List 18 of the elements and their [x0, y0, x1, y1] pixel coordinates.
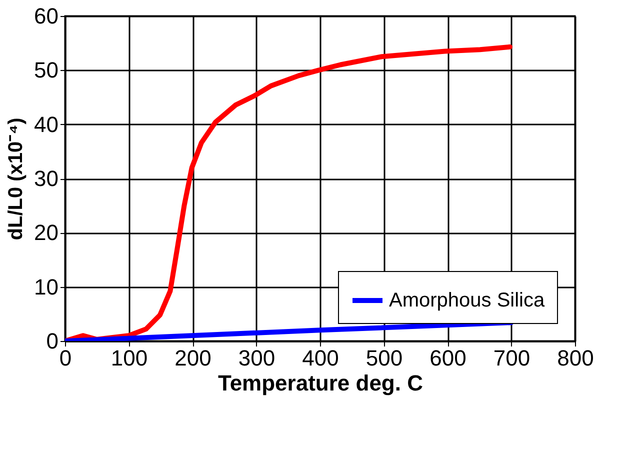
y-axis-title: dL/L0 (x10⁻⁴): [5, 118, 28, 240]
y-tick-label: 0: [46, 328, 58, 354]
x-tick-label: 500: [366, 346, 403, 370]
y-tick-label: 10: [34, 274, 58, 300]
legend-label: Amorphous Silica: [389, 290, 546, 312]
y-tick-label: 20: [34, 220, 58, 246]
x-tick-label: 400: [302, 346, 339, 370]
y-tick-label: 40: [34, 112, 58, 137]
x-tick-label: 200: [174, 346, 212, 370]
x-tick-label: 700: [493, 346, 530, 370]
x-tick-label: 800: [557, 346, 594, 370]
x-tick-label: 100: [110, 346, 148, 370]
x-axis-title: Temperature deg. C: [218, 370, 424, 396]
y-tick-label: 50: [34, 58, 58, 83]
x-tick-label: 300: [238, 346, 276, 370]
y-tick-label: 30: [34, 166, 58, 191]
x-tick-label: 600: [430, 346, 466, 370]
y-tick-label: 60: [34, 4, 58, 28]
